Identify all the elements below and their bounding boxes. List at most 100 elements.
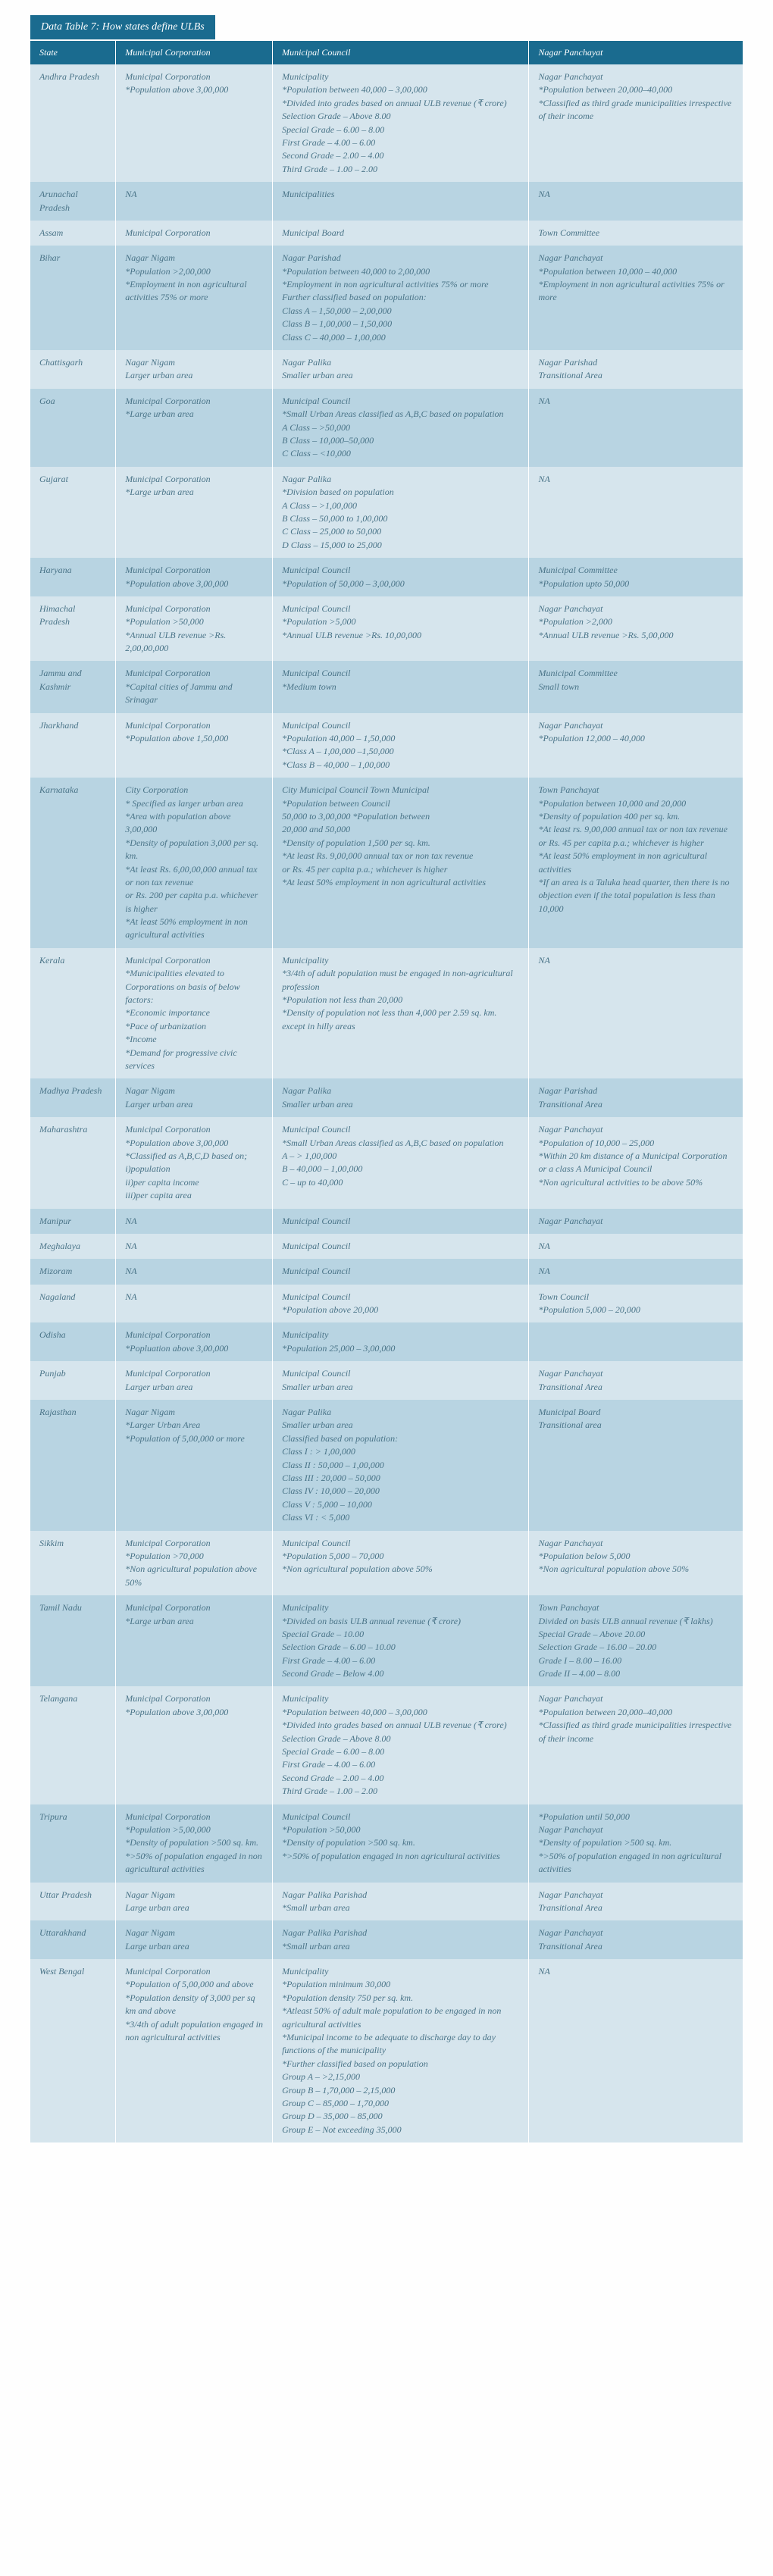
cell-line: Larger urban area [125,1381,263,1394]
panch-cell: Town Committee [529,221,743,246]
cell-line: Nagar Panchayat [538,719,734,732]
table-row: ChattisgarhNagar NigamLarger urban areaN… [30,350,743,389]
cell-line: *Population between 40,000 – 3,00,000 [282,83,519,96]
corp-cell: Nagar Nigam*Population >2,00,000*Employm… [116,246,273,350]
corp-cell: NA [116,1285,273,1323]
cell-line: 50,000 to 3,00,000 *Population between [282,810,519,823]
corp-cell: Nagar NigamLarger urban area [116,350,273,389]
cell-line: Second Grade – 2.00 – 4.00 [282,149,519,162]
cell-line: Municipal Council [282,667,519,680]
cell-line: Nagar Panchayat [538,1692,734,1705]
cell-line: ii)per capita income [125,1176,263,1189]
panch-cell: Town Council*Population 5,000 – 20,000 [529,1285,743,1323]
cell-line: Municipal Council [282,1537,519,1550]
state-cell: Telangana [30,1686,116,1804]
cell-line: *Large urban area [125,1615,263,1628]
table-row: HaryanaMunicipal Corporation*Population … [30,558,743,596]
cell-line: Town Committee [538,227,734,239]
cell-line: Class A – 1,50,000 – 2,00,000 [282,305,519,318]
cell-line: Municipal Corporation [125,564,263,577]
state-cell: Uttar Pradesh [30,1883,116,1921]
corp-cell: Municipal Corporation*Municipalities ele… [116,948,273,1079]
cell-line: Grade II – 4.00 – 8.00 [538,1667,734,1680]
table-row: Himachal PradeshMunicipal Corporation*Po… [30,596,743,662]
cell-line: Class III : 20,000 – 50,000 [282,1472,519,1485]
cell-line: *>50% of population engaged in non agric… [282,1850,519,1863]
cell-line: Municipality [282,1329,519,1341]
panch-cell: Town PanchayatDivided on basis ULB annua… [529,1595,743,1686]
cell-line: Municipal Corporation [125,395,263,408]
council-cell: Municipal Council*Small Urban Areas clas… [273,1117,529,1208]
cell-line: *Population above 3,00,000 [125,83,263,96]
state-cell: Mizoram [30,1259,116,1284]
table-row: MaharashtraMunicipal Corporation*Populat… [30,1117,743,1208]
cell-line: *Pace of urbanization [125,1020,263,1033]
corp-cell: Municipal Corporation*Population above 3… [116,1686,273,1804]
council-cell: Municipality*Population minimum 30,000*P… [273,1959,529,2142]
cell-line: * Specified as larger urban area [125,797,263,810]
cell-line: *Population minimum 30,000 [282,1978,519,1991]
state-cell: West Bengal [30,1959,116,2142]
cell-line: B Class – 50,000 to 1,00,000 [282,512,519,525]
state-cell: Chattisgarh [30,350,116,389]
cell-line: NA [125,1265,263,1278]
cell-line: *Population between 10,000 and 20,000 [538,797,734,810]
cell-line: *Small Urban Areas classified as A,B,C b… [282,1137,519,1150]
state-cell: Goa [30,389,116,467]
corp-cell: Municipal Corporation*Population above 3… [116,1117,273,1208]
corp-cell: Municipal Corporation*Population >50,000… [116,596,273,662]
panch-cell: Nagar Panchayat [529,1209,743,1234]
table-row: NagalandNAMunicipal Council*Population a… [30,1285,743,1323]
cell-line: Class IV : 10,000 – 20,000 [282,1485,519,1498]
cell-line: *At least 50% employment in non agricult… [538,850,734,876]
cell-line: *Population density 750 per sq. km. [282,1992,519,2005]
cell-line: *Population of 10,000 – 25,000 [538,1137,734,1150]
cell-line: or Rs. 45 per capita p.a.; whichever is … [282,863,519,876]
panch-cell: Municipal Committee*Population upto 50,0… [529,558,743,596]
cell-line: Transitional Area [538,1940,734,1953]
corp-cell: Municipal Corporation [116,221,273,246]
cell-line: Class VI : < 5,000 [282,1511,519,1524]
cell-line: Nagar Nigam [125,1085,263,1097]
state-cell: Tamil Nadu [30,1595,116,1686]
cell-line: Municipal Council [282,603,519,615]
cell-line: Municipal Corporation [125,1367,263,1380]
cell-line: *Larger Urban Area [125,1419,263,1432]
cell-line: Municipal Corporation [125,1329,263,1341]
cell-line: Nagar Parishad [538,1085,734,1097]
state-cell: Jharkhand [30,713,116,778]
col-corp: Municipal Corporation [116,41,273,64]
cell-line: Second Grade – Below 4.00 [282,1667,519,1680]
cell-line: Transitional Area [538,369,734,382]
table-row: MeghalayaNAMunicipal CouncilNA [30,1234,743,1259]
cell-line: Nagar Panchayat [538,603,734,615]
cell-line: *Municipal income to be adequate to disc… [282,2031,519,2058]
cell-line: Municipality [282,1965,519,1978]
cell-line: *3/4th of adult population must be engag… [282,967,519,994]
table-row: GujaratMunicipal Corporation*Large urban… [30,467,743,558]
cell-line: Municipal Corporation [125,1811,263,1823]
cell-line: *Population 5,000 – 70,000 [282,1550,519,1563]
cell-line: Municipal Council [282,1291,519,1304]
cell-line: *Large urban area [125,408,263,421]
cell-line: *>50% of population engaged in non agric… [538,1850,734,1876]
cell-line: Municipal Corporation [125,603,263,615]
cell-line: *Density of population not less than 4,0… [282,1006,519,1033]
cell-line: Special Grade – 6.00 – 8.00 [282,1745,519,1758]
cell-line: Municipal Council [282,719,519,732]
panch-cell: Town Panchayat*Population between 10,000… [529,778,743,948]
cell-line: Transitional Area [538,1381,734,1394]
cell-line: Nagar Panchayat [538,1889,734,1901]
corp-cell: Municipal Corporation*Population above 1… [116,713,273,778]
panch-cell: Nagar PanchayatTransitional Area [529,1361,743,1400]
state-cell: Karnataka [30,778,116,948]
corp-cell: NA [116,1234,273,1259]
state-cell: Jammu and Kashmir [30,661,116,712]
cell-line: *Population >5,00,000 [125,1823,263,1836]
state-cell: Bihar [30,246,116,350]
corp-cell: Municipal Corporation*Population above 3… [116,64,273,182]
cell-line: Large urban area [125,1901,263,1914]
cell-line: i)population [125,1163,263,1175]
table-row: TelanganaMunicipal Corporation*Populatio… [30,1686,743,1804]
cell-line: *Population until 50,000 [538,1811,734,1823]
